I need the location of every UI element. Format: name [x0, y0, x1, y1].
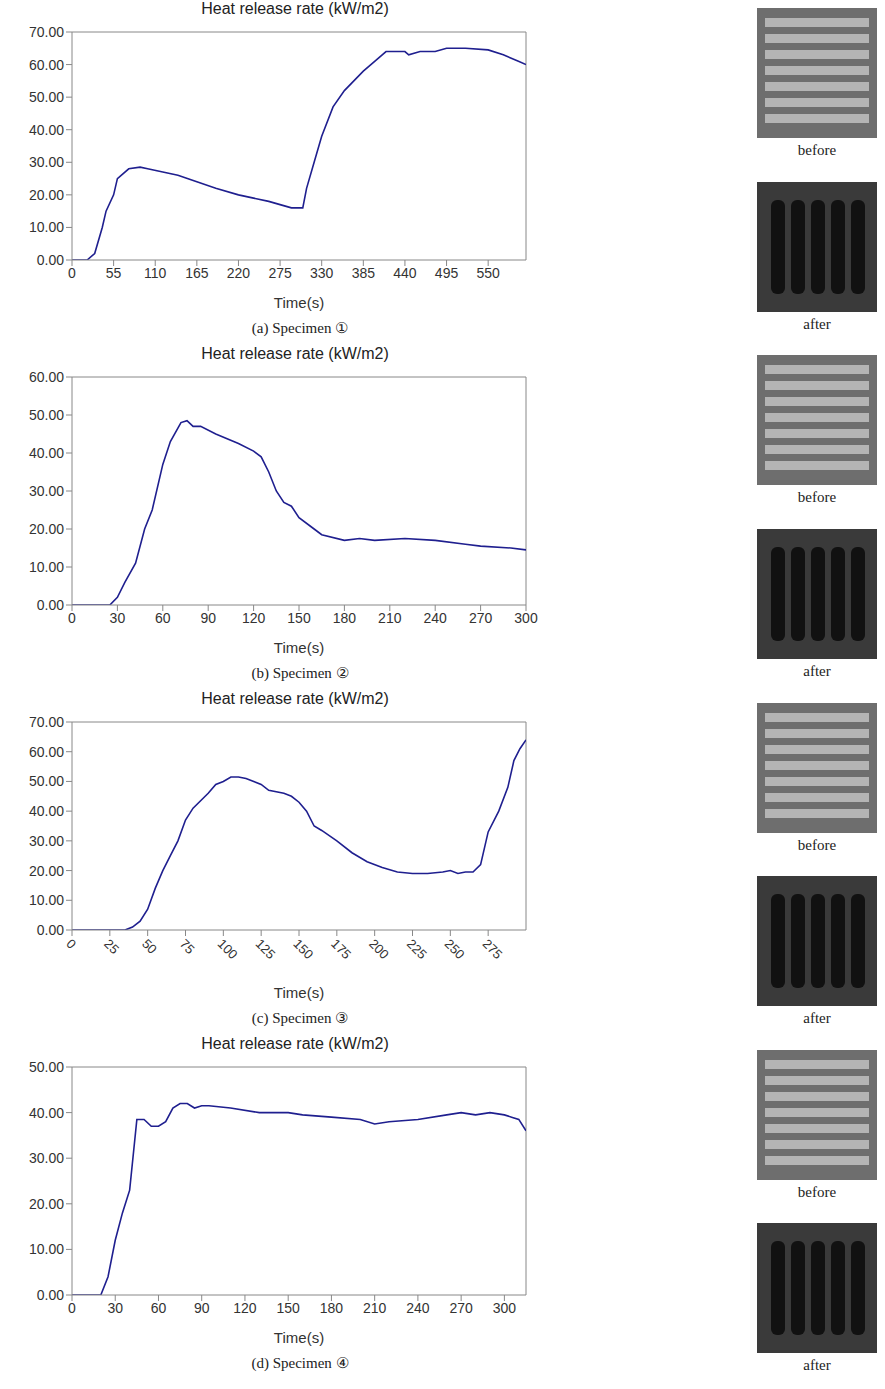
svg-text:25: 25 — [101, 936, 122, 957]
svg-text:150: 150 — [290, 936, 316, 962]
svg-text:50.00: 50.00 — [29, 89, 64, 105]
html-text:(b) Specimen ②: (b) Specimen ② — [251, 665, 349, 681]
svg-text:275: 275 — [268, 265, 292, 281]
svg-text:180: 180 — [333, 610, 357, 626]
svg-text:20.00: 20.00 — [29, 521, 64, 537]
svg-text:30: 30 — [107, 1300, 123, 1316]
html-text:(d) Specimen ④: (d) Specimen ④ — [251, 1355, 349, 1371]
svg-text:Time(s): Time(s) — [274, 639, 324, 656]
svg-text:0: 0 — [68, 1300, 76, 1316]
svg-text:60.00: 60.00 — [29, 744, 64, 760]
svg-text:440: 440 — [393, 265, 417, 281]
html-text:Heat release rate (kW/m2): Heat release rate (kW/m2) — [201, 1035, 389, 1052]
svg-text:180: 180 — [320, 1300, 344, 1316]
svg-text:120: 120 — [242, 610, 266, 626]
svg-text:40.00: 40.00 — [29, 445, 64, 461]
svg-text:0.00: 0.00 — [37, 252, 64, 268]
svg-text:75: 75 — [177, 936, 198, 957]
svg-text:20.00: 20.00 — [29, 863, 64, 879]
svg-text:225: 225 — [404, 936, 430, 962]
svg-text:55: 55 — [106, 265, 122, 281]
svg-text:110: 110 — [144, 265, 167, 281]
svg-text:175: 175 — [328, 936, 354, 962]
svg-text:240: 240 — [406, 1300, 430, 1316]
svg-text:300: 300 — [514, 610, 538, 626]
svg-text:30.00: 30.00 — [29, 833, 64, 849]
svg-text:0.00: 0.00 — [37, 922, 64, 938]
html-text:Heat release rate (kW/m2): Heat release rate (kW/m2) — [201, 690, 389, 707]
html-text:before: before — [797, 142, 837, 158]
html-text:after: after — [803, 1357, 831, 1374]
html-text:(c) Specimen ③: (c) Specimen ③ — [251, 1010, 349, 1026]
svg-text:50.00: 50.00 — [29, 407, 64, 423]
svg-text:270: 270 — [449, 1300, 473, 1316]
svg-text:70.00: 70.00 — [29, 24, 64, 40]
svg-text:300: 300 — [493, 1300, 517, 1316]
svg-text:240: 240 — [424, 610, 448, 626]
svg-text:20.00: 20.00 — [29, 187, 64, 203]
html-text:before: before — [797, 489, 837, 506]
svg-text:30.00: 30.00 — [29, 154, 64, 170]
svg-text:125: 125 — [253, 936, 279, 962]
svg-text:30: 30 — [110, 610, 126, 626]
html-text:before: before — [797, 836, 837, 853]
svg-text:10.00: 10.00 — [29, 892, 64, 908]
svg-text:0: 0 — [63, 936, 79, 952]
svg-text:90: 90 — [200, 610, 216, 626]
svg-text:165: 165 — [185, 265, 209, 281]
html-text:Heat release rate (kW/m2): Heat release rate (kW/m2) — [201, 345, 389, 362]
svg-text:50.00: 50.00 — [29, 773, 64, 789]
svg-text:220: 220 — [227, 265, 251, 281]
svg-text:60: 60 — [155, 610, 171, 626]
svg-text:60: 60 — [151, 1300, 167, 1316]
svg-text:Time(s): Time(s) — [274, 984, 324, 1001]
html-text:(a) Specimen ①: (a) Specimen ① — [251, 320, 349, 336]
html-text:after: after — [803, 315, 831, 332]
svg-text:550: 550 — [476, 265, 500, 281]
svg-text:385: 385 — [352, 265, 376, 281]
svg-text:Time(s): Time(s) — [274, 294, 324, 311]
svg-text:270: 270 — [469, 610, 493, 626]
svg-text:120: 120 — [233, 1300, 257, 1316]
svg-text:70.00: 70.00 — [29, 714, 64, 730]
svg-text:150: 150 — [277, 1300, 301, 1316]
svg-text:10.00: 10.00 — [29, 219, 64, 235]
svg-text:60.00: 60.00 — [29, 57, 64, 73]
svg-text:60.00: 60.00 — [29, 369, 64, 385]
svg-text:30.00: 30.00 — [29, 1150, 64, 1166]
html-text:before: before — [797, 1183, 837, 1200]
svg-text:40.00: 40.00 — [29, 1105, 64, 1121]
svg-text:50.00: 50.00 — [29, 1059, 64, 1075]
svg-text:495: 495 — [435, 265, 459, 281]
svg-text:250: 250 — [442, 936, 468, 962]
svg-text:10.00: 10.00 — [29, 1241, 64, 1257]
svg-text:30.00: 30.00 — [29, 483, 64, 499]
svg-text:210: 210 — [363, 1300, 387, 1316]
svg-text:0.00: 0.00 — [37, 1287, 64, 1303]
html-text:after: after — [803, 662, 831, 679]
svg-text:90: 90 — [194, 1300, 210, 1316]
svg-text:40.00: 40.00 — [29, 122, 64, 138]
svg-text:330: 330 — [310, 265, 334, 281]
svg-text:10.00: 10.00 — [29, 559, 64, 575]
svg-text:0: 0 — [68, 610, 76, 626]
svg-text:20.00: 20.00 — [29, 1196, 64, 1212]
svg-text:100: 100 — [215, 936, 241, 962]
svg-text:150: 150 — [287, 610, 311, 626]
svg-text:210: 210 — [378, 610, 402, 626]
svg-text:200: 200 — [366, 936, 392, 962]
svg-text:Time(s): Time(s) — [274, 1329, 324, 1346]
svg-text:50: 50 — [139, 936, 160, 957]
svg-text:275: 275 — [480, 936, 506, 962]
html-text:after: after — [803, 1010, 831, 1027]
html-text:Heat release rate (kW/m2): Heat release rate (kW/m2) — [201, 0, 389, 17]
svg-text:0: 0 — [68, 265, 76, 281]
svg-text:0.00: 0.00 — [37, 597, 64, 613]
svg-text:40.00: 40.00 — [29, 803, 64, 819]
